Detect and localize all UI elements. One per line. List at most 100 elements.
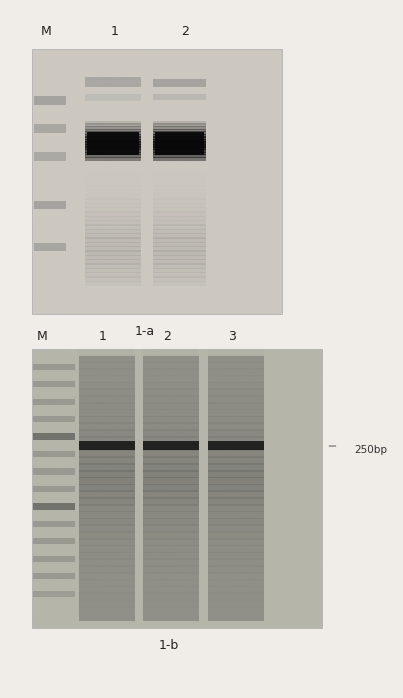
- FancyBboxPatch shape: [33, 364, 75, 370]
- FancyBboxPatch shape: [153, 134, 206, 138]
- FancyBboxPatch shape: [85, 139, 141, 142]
- FancyBboxPatch shape: [208, 504, 264, 512]
- FancyBboxPatch shape: [153, 211, 206, 217]
- Text: 3: 3: [228, 330, 236, 343]
- FancyBboxPatch shape: [153, 263, 206, 269]
- FancyBboxPatch shape: [153, 126, 206, 130]
- FancyBboxPatch shape: [34, 96, 66, 105]
- FancyBboxPatch shape: [153, 255, 206, 260]
- FancyBboxPatch shape: [33, 416, 75, 422]
- FancyBboxPatch shape: [79, 477, 135, 485]
- FancyBboxPatch shape: [153, 281, 206, 286]
- FancyBboxPatch shape: [143, 477, 199, 485]
- FancyBboxPatch shape: [85, 144, 141, 148]
- FancyBboxPatch shape: [208, 415, 264, 424]
- FancyBboxPatch shape: [208, 456, 264, 465]
- FancyBboxPatch shape: [79, 504, 135, 512]
- FancyBboxPatch shape: [143, 450, 199, 458]
- FancyBboxPatch shape: [79, 415, 135, 424]
- FancyBboxPatch shape: [143, 531, 199, 540]
- FancyBboxPatch shape: [153, 267, 206, 273]
- FancyBboxPatch shape: [79, 429, 135, 438]
- FancyBboxPatch shape: [143, 470, 199, 478]
- FancyBboxPatch shape: [79, 409, 135, 417]
- FancyBboxPatch shape: [85, 151, 141, 156]
- FancyBboxPatch shape: [85, 157, 141, 161]
- Text: 2: 2: [181, 25, 189, 38]
- FancyBboxPatch shape: [153, 229, 206, 235]
- FancyBboxPatch shape: [143, 436, 199, 445]
- FancyBboxPatch shape: [33, 573, 75, 579]
- FancyBboxPatch shape: [143, 463, 199, 472]
- Text: 1-a: 1-a: [135, 325, 155, 338]
- FancyBboxPatch shape: [143, 497, 199, 505]
- FancyBboxPatch shape: [34, 152, 66, 161]
- FancyBboxPatch shape: [143, 484, 199, 492]
- FancyBboxPatch shape: [208, 436, 264, 445]
- FancyBboxPatch shape: [153, 272, 206, 278]
- FancyBboxPatch shape: [79, 443, 135, 451]
- FancyBboxPatch shape: [153, 276, 206, 282]
- FancyBboxPatch shape: [79, 356, 135, 621]
- Text: 1: 1: [111, 25, 119, 38]
- FancyBboxPatch shape: [79, 422, 135, 431]
- FancyBboxPatch shape: [32, 49, 282, 314]
- FancyBboxPatch shape: [153, 151, 206, 156]
- FancyBboxPatch shape: [143, 524, 199, 533]
- Text: 250bp: 250bp: [355, 445, 388, 454]
- FancyBboxPatch shape: [153, 251, 206, 256]
- Text: 1-b: 1-b: [159, 639, 179, 652]
- FancyBboxPatch shape: [33, 521, 75, 527]
- FancyBboxPatch shape: [143, 491, 199, 499]
- FancyBboxPatch shape: [208, 450, 264, 458]
- FancyBboxPatch shape: [33, 486, 75, 492]
- FancyBboxPatch shape: [85, 147, 141, 150]
- FancyBboxPatch shape: [143, 456, 199, 465]
- FancyBboxPatch shape: [153, 157, 206, 161]
- FancyBboxPatch shape: [79, 463, 135, 472]
- FancyBboxPatch shape: [208, 497, 264, 505]
- FancyBboxPatch shape: [85, 154, 141, 158]
- FancyBboxPatch shape: [85, 136, 141, 140]
- FancyBboxPatch shape: [208, 356, 264, 621]
- FancyBboxPatch shape: [79, 524, 135, 533]
- FancyBboxPatch shape: [143, 518, 199, 526]
- FancyBboxPatch shape: [33, 538, 75, 544]
- FancyBboxPatch shape: [153, 237, 206, 243]
- FancyBboxPatch shape: [153, 154, 206, 158]
- FancyBboxPatch shape: [208, 463, 264, 472]
- FancyBboxPatch shape: [153, 147, 206, 150]
- FancyBboxPatch shape: [33, 381, 75, 387]
- FancyBboxPatch shape: [153, 141, 206, 145]
- FancyBboxPatch shape: [143, 504, 199, 512]
- FancyBboxPatch shape: [153, 259, 206, 265]
- FancyBboxPatch shape: [34, 124, 66, 133]
- FancyBboxPatch shape: [153, 131, 206, 135]
- FancyBboxPatch shape: [79, 518, 135, 526]
- FancyBboxPatch shape: [32, 349, 322, 628]
- FancyBboxPatch shape: [155, 132, 204, 155]
- FancyBboxPatch shape: [143, 402, 199, 410]
- FancyBboxPatch shape: [79, 456, 135, 465]
- FancyBboxPatch shape: [79, 470, 135, 478]
- FancyBboxPatch shape: [85, 220, 141, 225]
- Text: M: M: [37, 330, 48, 343]
- FancyBboxPatch shape: [143, 441, 199, 450]
- FancyBboxPatch shape: [208, 429, 264, 438]
- FancyBboxPatch shape: [79, 511, 135, 519]
- FancyBboxPatch shape: [79, 484, 135, 492]
- FancyBboxPatch shape: [208, 422, 264, 431]
- FancyBboxPatch shape: [87, 132, 139, 155]
- FancyBboxPatch shape: [143, 443, 199, 451]
- FancyBboxPatch shape: [85, 77, 141, 87]
- FancyBboxPatch shape: [33, 556, 75, 562]
- FancyBboxPatch shape: [85, 124, 141, 127]
- FancyBboxPatch shape: [34, 201, 66, 209]
- FancyBboxPatch shape: [33, 503, 75, 510]
- FancyBboxPatch shape: [143, 422, 199, 431]
- FancyBboxPatch shape: [85, 263, 141, 269]
- FancyBboxPatch shape: [85, 131, 141, 135]
- FancyBboxPatch shape: [153, 246, 206, 251]
- FancyBboxPatch shape: [34, 243, 66, 251]
- FancyBboxPatch shape: [79, 538, 135, 547]
